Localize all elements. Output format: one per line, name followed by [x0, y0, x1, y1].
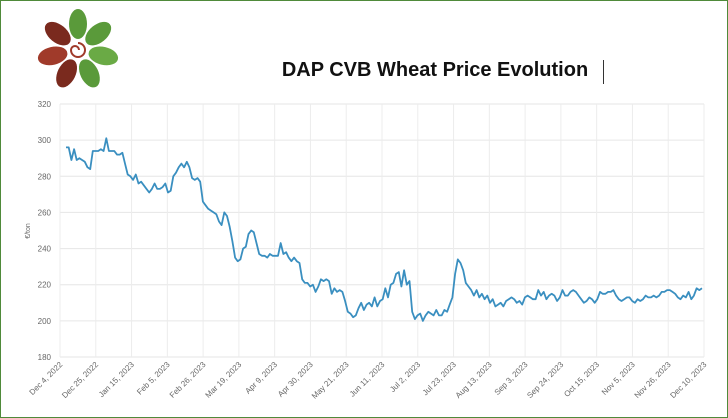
price-series-line — [66, 137, 703, 322]
y-tick-label: 180 — [38, 353, 52, 362]
logo-icon — [37, 9, 119, 88]
x-tick-label: Nov 26, 2023 — [633, 360, 673, 400]
y-tick-label: 220 — [38, 281, 52, 290]
y-tick-label: 260 — [38, 208, 52, 217]
y-tick-label: 280 — [38, 172, 52, 181]
y-tick-label: 200 — [38, 317, 52, 326]
x-tick-label: Dec 25, 2022 — [60, 360, 100, 400]
x-tick-label: Jun 11, 2023 — [348, 360, 387, 399]
x-tick-label: Sep 24, 2023 — [525, 360, 565, 400]
y-tick-label: 320 — [38, 100, 52, 109]
x-tick-label: Feb 5, 2023 — [135, 360, 172, 397]
x-tick-label: Dec 10, 2023 — [668, 360, 708, 400]
x-tick-label: Sep 3, 2023 — [493, 360, 530, 397]
x-tick-label: Aug 13, 2023 — [454, 360, 494, 400]
x-tick-label: Jan 15, 2023 — [97, 360, 136, 399]
x-tick-label: Feb 26, 2023 — [168, 360, 208, 400]
x-tick-label: Oct 15, 2023 — [562, 360, 601, 399]
y-axis-label: €/ton — [25, 223, 32, 239]
x-tick-label: Apr 30, 2023 — [276, 360, 315, 399]
x-tick-label: Jul 23, 2023 — [421, 360, 459, 398]
y-tick-label: 300 — [38, 136, 52, 145]
x-tick-label: Nov 5, 2023 — [600, 360, 637, 397]
chart-title: DAP CVB Wheat Price Evolution — [281, 59, 589, 81]
y-tick-label: 240 — [38, 245, 52, 254]
x-tick-label: Dec 4, 2022 — [28, 360, 65, 397]
x-tick-label: Jul 2, 2023 — [388, 360, 422, 394]
x-tick-label: May 21, 2023 — [310, 360, 351, 401]
text-cursor — [603, 60, 604, 84]
x-tick-label: Mar 19, 2023 — [204, 360, 244, 400]
x-tick-label: Apr 9, 2023 — [243, 360, 279, 396]
